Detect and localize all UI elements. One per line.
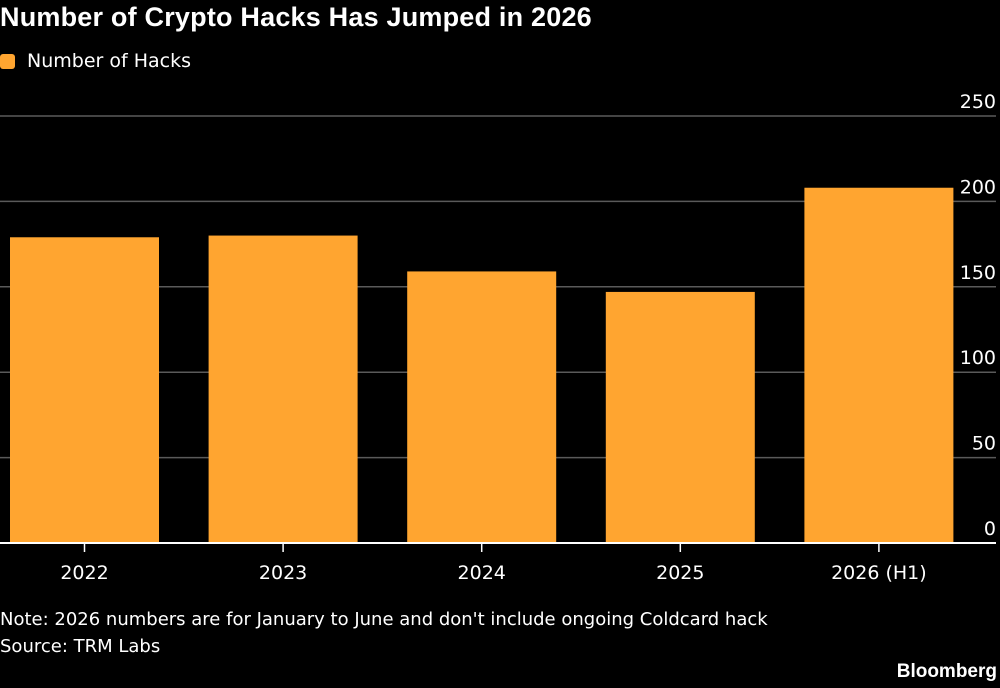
bloomberg-logo: Bloomberg [896, 661, 997, 682]
y-tick-label: 200 [960, 176, 996, 198]
bar-chart: 0 50 100 150 200 250 2022 2023 2024 2025 2026 (H1… [0, 91, 996, 584]
x-axis [0, 542, 996, 552]
y-tick-label: 150 [960, 262, 996, 284]
chart-title: Number of Crypto Hacks Has Jumped in 202… [0, 2, 592, 32]
bar [804, 187, 954, 543]
y-tick-label: 50 [972, 433, 996, 455]
y-tick-label: 100 [960, 347, 996, 369]
legend: Number of Hacks [0, 50, 191, 72]
chart-source: Source: TRM Labs [0, 636, 161, 657]
bar [10, 237, 159, 543]
bar [407, 271, 557, 543]
chart-note: Note: 2026 numbers are for January to Ju… [0, 609, 768, 630]
x-tick-label: 2025 [656, 562, 704, 584]
y-axis-tick-labels: 0 50 100 150 200 250 [960, 91, 996, 540]
x-tick-label: 2023 [259, 562, 307, 584]
legend-label: Number of Hacks [27, 50, 191, 72]
legend-swatch [0, 53, 15, 69]
bars [10, 187, 954, 543]
x-tick-label: 2026 (H1) [831, 562, 927, 584]
y-tick-label: 0 [984, 518, 996, 540]
bar [605, 291, 755, 543]
x-tick-label: 2022 [60, 562, 108, 584]
x-tick-label: 2024 [458, 562, 506, 584]
bar [208, 235, 358, 543]
y-tick-label: 250 [960, 91, 996, 113]
x-axis-tick-labels: 2022 2023 2024 2025 2026 (H1) [60, 562, 926, 584]
